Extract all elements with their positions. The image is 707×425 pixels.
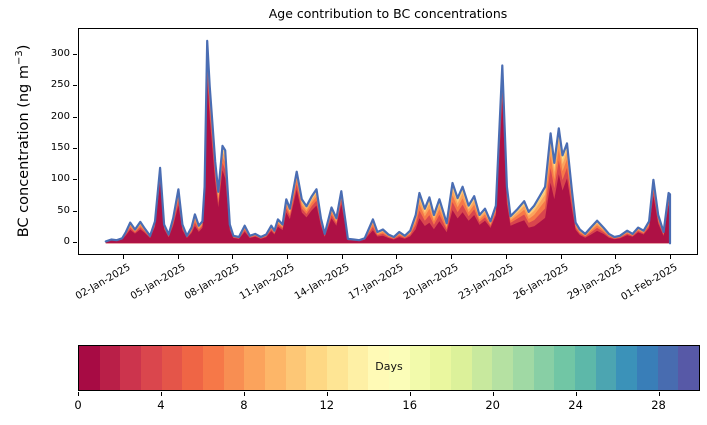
x-tick-label: 20-Jan-2025 bbox=[402, 262, 461, 303]
y-tick-label: 150 bbox=[50, 142, 70, 154]
colorbar-segment-day-14 bbox=[368, 346, 390, 390]
colorbar-segment-day-5 bbox=[182, 346, 204, 390]
age-band-age-2-5-days bbox=[105, 66, 671, 244]
y-tick-mark bbox=[73, 179, 77, 181]
age-band-age-5-8-days bbox=[105, 57, 671, 244]
chart-title: Age contribution to BC concentrations bbox=[268, 6, 508, 21]
colorbar-segment-day-25 bbox=[595, 346, 617, 390]
total-concentration-line bbox=[104, 39, 672, 245]
x-tick-label: 17-Jan-2025 bbox=[347, 262, 406, 303]
colorbar-segment-day-21 bbox=[513, 346, 534, 390]
colorbar-tick-label: 24 bbox=[568, 398, 583, 412]
colorbar-segment-day-13 bbox=[347, 346, 369, 390]
x-tick-mark bbox=[177, 255, 179, 259]
colorbar-segment-day-12 bbox=[327, 346, 348, 390]
x-tick-label: 02-Jan-2025 bbox=[73, 262, 133, 303]
colorbar-segment-day-23 bbox=[554, 346, 576, 390]
colorbar-tick-mark bbox=[160, 392, 162, 396]
x-tick-mark bbox=[560, 255, 562, 259]
colorbar-tick-label: 8 bbox=[240, 398, 248, 412]
colorbar-tick-label: 20 bbox=[485, 398, 500, 412]
colorbar-segment-day-17 bbox=[430, 346, 452, 390]
y-tick-mark bbox=[73, 242, 77, 244]
colorbar-tick-label: 12 bbox=[319, 398, 335, 412]
x-tick-mark bbox=[669, 255, 671, 259]
colorbar-segment-day-2 bbox=[120, 346, 142, 390]
y-tick-label: 250 bbox=[50, 79, 70, 91]
colorbar-segment-day-6 bbox=[203, 346, 224, 390]
colorbar-tick-label: 28 bbox=[651, 398, 666, 412]
colorbar-label: Days bbox=[375, 360, 403, 373]
x-tick-mark bbox=[232, 255, 234, 259]
colorbar-tick-mark bbox=[326, 392, 328, 396]
colorbar-segment-day-9 bbox=[265, 346, 286, 390]
age-band-age-11-14-days bbox=[105, 45, 671, 244]
colorbar-tick-label: 16 bbox=[402, 398, 418, 412]
x-tick-mark bbox=[505, 255, 507, 259]
x-tick-label: 14-Jan-2025 bbox=[292, 262, 352, 303]
y-tick-label: 200 bbox=[50, 110, 70, 122]
colorbar-segment-day-19 bbox=[471, 346, 493, 390]
x-tick-mark bbox=[287, 255, 289, 259]
colorbar-segment-day-22 bbox=[533, 346, 555, 390]
x-tick-label: 23-Jan-2025 bbox=[456, 262, 516, 303]
colorbar-tick-mark bbox=[575, 392, 577, 396]
age-band-fresh bbox=[105, 77, 671, 244]
colorbar-segment-day-8 bbox=[244, 346, 266, 390]
y-tick-mark bbox=[73, 116, 77, 118]
colorbar-tick-label: 0 bbox=[74, 398, 82, 412]
x-tick-mark bbox=[615, 255, 617, 259]
colorbar-segment-day-4 bbox=[161, 346, 183, 390]
colorbar-segment-day-29 bbox=[678, 346, 700, 390]
age-band-age-14-17-days bbox=[105, 42, 671, 244]
y-tick-mark bbox=[73, 148, 77, 150]
y-tick-mark bbox=[73, 210, 77, 212]
stacked-area-chart bbox=[104, 39, 672, 245]
age-band-age-8-11-days bbox=[105, 50, 671, 244]
colorbar-segment-day-0 bbox=[79, 346, 100, 390]
y-tick-mark bbox=[73, 53, 77, 55]
y-tick-label: 0 bbox=[63, 236, 70, 248]
colorbar-segment-day-10 bbox=[285, 346, 307, 390]
colorbar-tick-label: 4 bbox=[157, 398, 165, 412]
x-tick-label: 08-Jan-2025 bbox=[183, 262, 242, 303]
colorbar-segment-day-20 bbox=[492, 346, 514, 390]
colorbar-tick-mark bbox=[409, 392, 411, 396]
x-tick-mark bbox=[123, 255, 125, 259]
age-band-age-17+-days bbox=[105, 40, 671, 244]
x-tick-label: 29-Jan-2025 bbox=[566, 262, 625, 303]
x-tick-label: 05-Jan-2025 bbox=[128, 262, 188, 303]
colorbar bbox=[78, 345, 700, 391]
x-tick-label: 01-Feb-2025 bbox=[619, 262, 680, 304]
colorbar-tick-mark bbox=[78, 392, 79, 396]
y-tick-label: 300 bbox=[50, 47, 70, 59]
x-tick-label: 11-Jan-2025 bbox=[237, 262, 297, 303]
y-tick-mark bbox=[73, 85, 77, 87]
x-tick-mark bbox=[396, 255, 398, 259]
colorbar-tick-mark bbox=[492, 392, 494, 396]
colorbar-segment-day-24 bbox=[575, 346, 596, 390]
plot-area bbox=[78, 28, 698, 255]
colorbar-segment-day-16 bbox=[409, 346, 431, 390]
x-tick-label: 26-Jan-2025 bbox=[511, 262, 571, 303]
colorbar-segment-day-27 bbox=[637, 346, 658, 390]
colorbar-segment-day-11 bbox=[306, 346, 328, 390]
x-tick-mark bbox=[341, 255, 343, 259]
colorbar-tick-mark bbox=[658, 392, 660, 396]
colorbar-segment-day-26 bbox=[616, 346, 638, 390]
colorbar-segment-day-1 bbox=[99, 346, 121, 390]
colorbar-segment-day-3 bbox=[141, 346, 162, 390]
colorbar-segment-day-28 bbox=[657, 346, 679, 390]
y-tick-label: 50 bbox=[57, 204, 70, 216]
colorbar-segment-day-18 bbox=[451, 346, 472, 390]
x-tick-mark bbox=[451, 255, 453, 259]
colorbar-segment-day-7 bbox=[223, 346, 245, 390]
colorbar-segment-day-15 bbox=[389, 346, 410, 390]
y-tick-label: 100 bbox=[50, 173, 70, 185]
colorbar-tick-mark bbox=[243, 392, 245, 396]
